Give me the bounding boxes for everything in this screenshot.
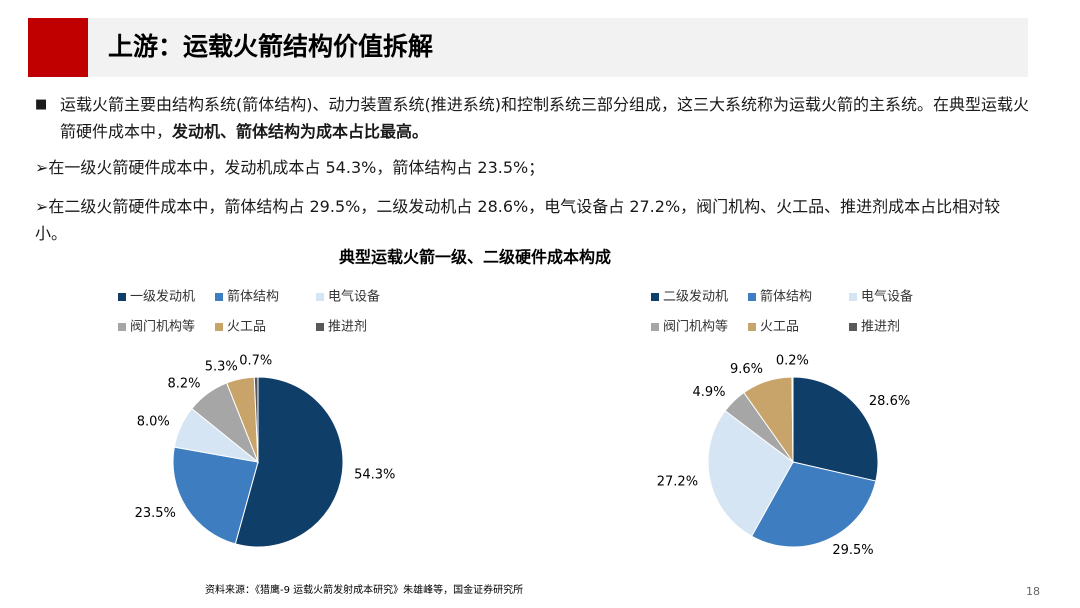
bullet-text: 在一级火箭硬件成本中，发动机成本占 54.3%，箭体结构占 23.5%； xyxy=(48,158,545,177)
legend-swatch xyxy=(316,293,324,301)
legend-label: 电气设备 xyxy=(861,289,913,305)
legend-label: 火工品 xyxy=(227,320,266,335)
legend-label: 箭体结构 xyxy=(760,289,812,305)
pie-slice xyxy=(707,410,794,537)
bullet-bold: 发动机、箭体结构为成本占比最高。 xyxy=(172,122,429,141)
bullet: ➢在二级火箭硬件成本中，箭体结构占 29.5%，二级发动机占 28.6%，电气设… xyxy=(35,193,1030,247)
legend-swatch xyxy=(748,323,756,331)
legend-label: 阀门机构等 xyxy=(130,319,195,335)
value-label: 0.2% xyxy=(776,354,809,369)
legend-label: 一级发动机 xyxy=(130,289,195,305)
value-label: 29.5% xyxy=(832,543,873,558)
legend-label: 火工品 xyxy=(760,320,799,335)
value-label: 8.0% xyxy=(137,414,170,429)
legend-label: 电气设备 xyxy=(328,289,380,305)
bullet-text: 运载火箭主要由结构系统(箭体结构)、动力装置系统(推进系统)和控制系统三部分组成… xyxy=(60,91,1030,145)
legend-label: 阀门机构等 xyxy=(663,319,728,335)
legend-swatch xyxy=(215,293,223,301)
value-label: 4.9% xyxy=(692,385,725,400)
bullet-marker: ➢ xyxy=(35,158,49,177)
charts-title: 典型运载火箭一级、二级硬件成本构成 xyxy=(339,248,611,267)
pie-slice xyxy=(791,376,794,463)
bullet-text: 在二级火箭硬件成本中，箭体结构占 29.5%，二级发动机占 28.6%，电气设备… xyxy=(35,197,1001,243)
legend-swatch xyxy=(215,323,223,331)
legend-swatch xyxy=(849,323,857,331)
value-label: 23.5% xyxy=(135,506,176,521)
bullet-marker: ➢ xyxy=(35,197,49,216)
header-title: 上游：运载火箭结构价值拆解 xyxy=(108,32,433,61)
legend-swatch xyxy=(316,323,324,331)
value-label: 5.3% xyxy=(205,360,238,375)
value-label: 8.2% xyxy=(167,376,200,391)
legend-swatch xyxy=(118,293,126,301)
legend-swatch xyxy=(849,293,857,301)
value-label: 0.7% xyxy=(239,354,272,369)
bullet: ■ 运载火箭主要由结构系统(箭体结构)、动力装置系统(推进系统)和控制系统三部分… xyxy=(35,91,1030,145)
legend-swatch xyxy=(651,323,659,331)
legend-swatch xyxy=(118,323,126,331)
legend-label: 推进剂 xyxy=(328,320,367,335)
pie-slice xyxy=(792,376,879,482)
pie-slice xyxy=(172,446,259,545)
pie-slice xyxy=(234,376,344,548)
legend-label: 箭体结构 xyxy=(227,289,279,305)
legend-swatch xyxy=(748,293,756,301)
legend-label: 二级发动机 xyxy=(663,289,728,305)
pie-slice xyxy=(253,376,259,463)
bullet: ➢在一级火箭硬件成本中，发动机成本占 54.3%，箭体结构占 23.5%； xyxy=(35,154,1030,181)
legend-swatch xyxy=(651,293,659,301)
value-label: 9.6% xyxy=(730,362,763,377)
pie-slice xyxy=(750,461,877,548)
value-label: 28.6% xyxy=(869,394,910,409)
value-label: 27.2% xyxy=(657,474,698,489)
bullet-body: 运载火箭主要由结构系统(箭体结构)、动力装置系统(推进系统)和控制系统三部分组成… xyxy=(60,95,1029,141)
value-label: 54.3% xyxy=(354,468,395,483)
source: 资料来源：《猎鹰-9 运载火箭发射成本研究》朱雄峰等，国金证券研究所 xyxy=(205,583,523,596)
header-band xyxy=(88,18,1028,77)
legend-label: 推进剂 xyxy=(861,320,900,335)
header-mark xyxy=(28,18,88,77)
page-number: 18 xyxy=(1026,585,1040,598)
bullet-marker: ■ xyxy=(35,97,48,112)
